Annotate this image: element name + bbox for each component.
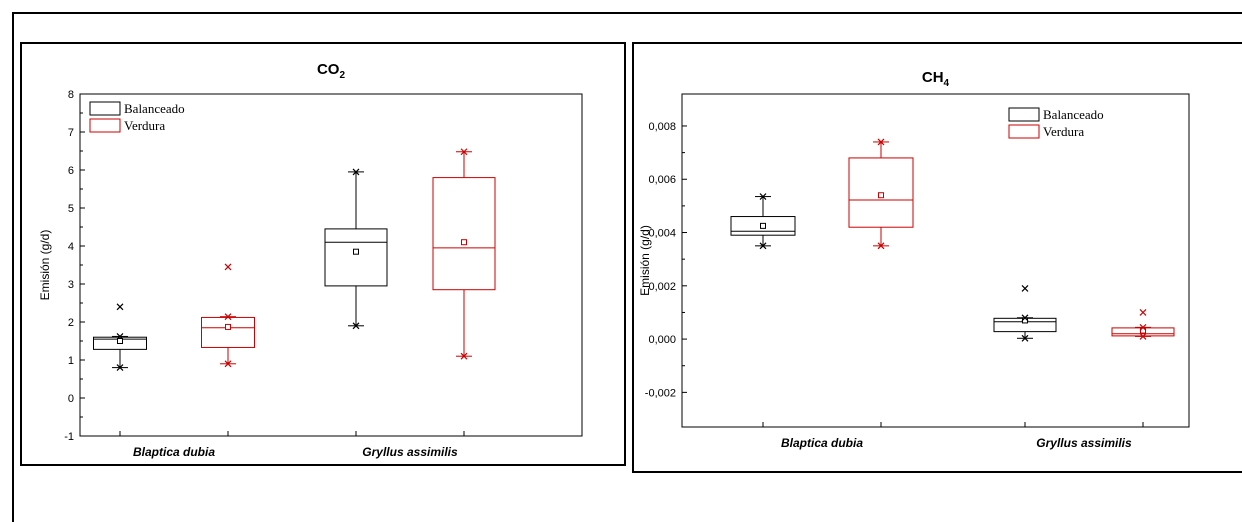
plot-area <box>681 93 1190 428</box>
figure-frame <box>12 12 1242 522</box>
category-label: Blaptica dubia <box>133 445 215 459</box>
extreme-marker <box>759 242 767 250</box>
extreme-marker <box>1139 332 1147 340</box>
extreme-marker <box>877 138 885 146</box>
extreme-marker <box>877 242 885 250</box>
legend-label: Verdura <box>124 118 165 133</box>
chart-panel-co2: CO2 -1 0 1 2 3 4 5 6 7 8 Emisión (g/d) Blaptica dubi… <box>20 42 626 466</box>
mean-marker <box>878 192 884 199</box>
mean-marker <box>353 248 359 255</box>
box-iqr <box>324 228 388 287</box>
box-iqr <box>201 316 255 348</box>
y-tick-label: 1 <box>68 355 74 367</box>
y-tick-label: 0,006 <box>648 174 676 186</box>
y-tick-label: 4 <box>68 241 74 253</box>
outlier-marker <box>1139 309 1147 316</box>
y-tick-label: 0 <box>68 393 74 405</box>
extreme-marker <box>352 168 360 176</box>
y-tick-label: 0,000 <box>648 334 676 346</box>
extreme-marker <box>116 333 124 340</box>
y-tick-label: 7 <box>68 127 74 139</box>
mean-marker <box>117 338 123 344</box>
mean-marker <box>225 323 231 330</box>
y-tick-label: 0,002 <box>648 281 676 293</box>
legend-label: Verdura <box>1043 124 1084 139</box>
y-tick-label: 8 <box>68 89 74 101</box>
y-tick-label: 0,004 <box>648 228 676 240</box>
outlier-marker <box>116 303 124 311</box>
legend-swatch <box>1008 124 1040 139</box>
extreme-marker <box>460 352 468 360</box>
outlier-marker <box>224 263 232 271</box>
extreme-marker <box>460 148 468 156</box>
chart-title: CO2 <box>317 61 346 81</box>
mean-marker <box>461 239 467 246</box>
extreme-marker <box>224 360 232 368</box>
outlier-marker <box>1021 285 1029 292</box>
legend-label: Balanceado <box>1043 107 1104 122</box>
category-label: Gryllus assimilis <box>1036 436 1132 450</box>
y-axis-label: Emisión (g/d) <box>638 225 652 296</box>
legend-swatch <box>1008 107 1040 122</box>
y-axis-label: Emisión (g/d) <box>38 230 52 301</box>
y-tick-label: 6 <box>68 165 74 177</box>
y-tick-label: -0,002 <box>645 387 676 399</box>
extreme-marker <box>116 364 124 372</box>
mean-marker <box>760 222 766 229</box>
y-tick-label: 5 <box>68 203 74 215</box>
category-label: Gryllus assimilis <box>362 445 458 459</box>
legend-label: Balanceado <box>124 101 185 116</box>
extreme-marker <box>352 322 360 330</box>
extreme-marker <box>1139 323 1147 331</box>
legend-swatch <box>89 118 121 133</box>
chart-title: CH4 <box>922 69 950 89</box>
extreme-marker <box>1021 314 1029 322</box>
extreme-marker <box>224 313 232 321</box>
y-tick-label: 0,008 <box>648 121 676 133</box>
extreme-marker <box>1021 334 1029 342</box>
y-tick-label: 2 <box>68 317 74 329</box>
chart-panel-ch4: CH4 -0,002 0,000 0,002 0,004 0,006 0,008 Emisió… <box>632 42 1242 473</box>
extreme-marker <box>759 193 767 200</box>
legend-swatch <box>89 101 121 116</box>
y-tick-label: -1 <box>64 431 74 443</box>
box-iqr <box>432 177 496 291</box>
co2-box-plot: CO2 -1 0 1 2 3 4 5 6 7 8 Emisión (g/d) Blaptica dubi… <box>38 61 583 459</box>
category-label: Blaptica dubia <box>781 436 863 450</box>
ch4-box-plot: CH4 -0,002 0,000 0,002 0,004 0,006 0,008 Emisió… <box>638 69 1190 450</box>
y-tick-label: 3 <box>68 279 74 291</box>
